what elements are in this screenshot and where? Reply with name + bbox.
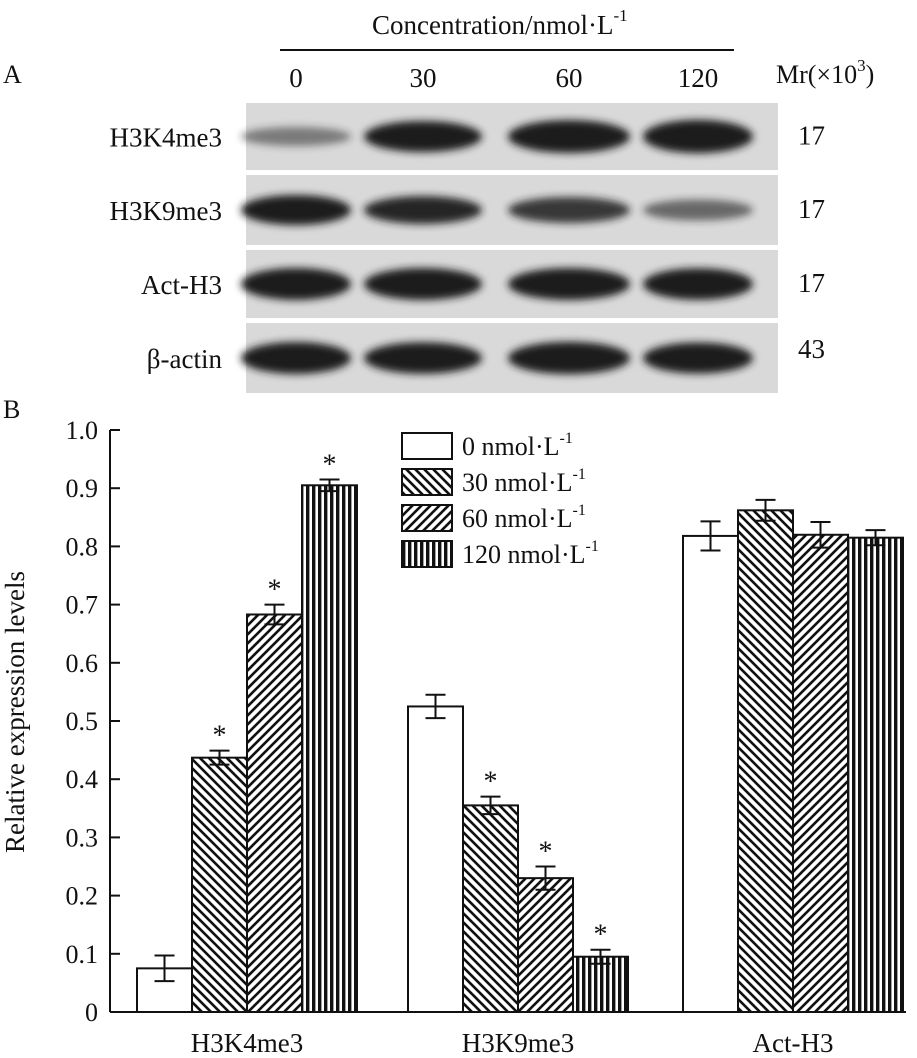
- blot-name--actin: β-actin: [147, 344, 223, 374]
- blot-name-act-h3: Act-H3: [141, 270, 222, 300]
- bar-act-h3-series-2: [792, 533, 849, 1013]
- lane-label-60: 60: [556, 63, 583, 93]
- bar-h3k9me3-series-3: [572, 955, 629, 1014]
- lane-labels: 0 30 60 120: [289, 63, 718, 93]
- legend-swatch-2: [401, 504, 453, 532]
- blot-band-h3k4me3-lane-120: [643, 119, 753, 154]
- blot-band-h3k4me3-lane-30: [364, 121, 482, 152]
- lane-label-120: 120: [678, 63, 719, 93]
- y-tick-label: 0.8: [66, 532, 99, 561]
- panel-b-label: B: [3, 395, 20, 424]
- blot-band-h3k9me3-lane-120: [643, 199, 753, 221]
- mr-label: Mr(×103): [776, 56, 874, 89]
- legend-label-0: 0 nmol·L-1: [462, 430, 573, 461]
- blot-band-h3k4me3-lane-60: [508, 120, 630, 153]
- blot-band-h3k9me3-lane-0: [241, 195, 351, 225]
- significance-star: *: [323, 449, 337, 480]
- bar-h3k9me3-series-2: [517, 877, 574, 1014]
- x-category-label-act-h3: Act-H3: [753, 1028, 834, 1058]
- bar-act-h3-series-3: [847, 536, 904, 1013]
- bar-h3k9me3-series-1: [462, 804, 519, 1014]
- y-tick-label: 0.3: [66, 823, 99, 852]
- blot-band--actin-lane-60: [508, 341, 630, 375]
- blot-mr-h3k9me3: 17: [798, 194, 825, 224]
- legend-label-1: 30 nmol·L-1: [462, 466, 586, 497]
- legend-label-2: 60 nmol·L-1: [462, 502, 586, 533]
- bar-h3k4me3-series-1: [191, 756, 248, 1014]
- blot-band--actin-lane-0: [241, 342, 351, 374]
- y-tick-label: 0: [85, 998, 98, 1027]
- blot-name-h3k9me3: H3K9me3: [110, 196, 222, 226]
- bar-chart: 0 0.1 0.2 0.3 0.4 0.5 0.6 0.7 0.8 0.9 1.0 * * * * * * H3K…: [66, 416, 906, 1058]
- blot-band-h3k9me3-lane-30: [364, 196, 482, 224]
- y-tick-label: 0.1: [66, 940, 99, 969]
- blot-name-h3k4me3: H3K4me3: [110, 123, 222, 153]
- blot-band-act-h3-lane-60: [508, 268, 630, 300]
- legend-swatch-3: [401, 540, 453, 568]
- blot-band--actin-lane-120: [643, 342, 753, 374]
- bar-act-h3-series-0: [682, 534, 739, 1013]
- blot-mr--actin: 43: [798, 334, 825, 364]
- lane-label-0: 0: [289, 63, 303, 93]
- blot-band-h3k4me3-lane-0: [241, 127, 351, 146]
- x-category-label-h3k9me3: H3K9me3: [462, 1028, 574, 1058]
- y-tick-label: 0.5: [66, 707, 99, 736]
- significance-star: *: [594, 920, 608, 951]
- y-tick-label: 0.4: [66, 765, 99, 794]
- legend-label-3: 120 nmol·L-1: [462, 538, 599, 569]
- western-blots: H3K4me3 17 H3K9me3 17 Act-H3 17 β-actin 43: [110, 103, 825, 393]
- lane-label-30: 30: [410, 63, 437, 93]
- bar-h3k4me3-series-3: [301, 484, 358, 1014]
- y-tick-label: 0.7: [66, 591, 99, 620]
- y-tick-label: 0.9: [66, 474, 99, 503]
- y-tick-label: 0.2: [66, 882, 99, 911]
- panel-a-label: A: [3, 60, 22, 89]
- panel-b: B Relative expression levels 00.10.20.30…: [0, 395, 906, 1058]
- y-tick-label: 1.0: [66, 416, 99, 445]
- significance-star: *: [213, 721, 227, 752]
- bar-h3k9me3-series-0: [407, 705, 464, 1013]
- bar-h3k4me3-series-2: [246, 613, 303, 1014]
- blot-band-h3k9me3-lane-60: [508, 197, 630, 223]
- significance-star: *: [484, 767, 498, 798]
- significance-star: *: [268, 575, 282, 606]
- blot-band-act-h3-lane-0: [241, 268, 351, 300]
- blot-band--actin-lane-30: [364, 342, 482, 374]
- y-tick-label: 0.6: [66, 649, 99, 678]
- bar-act-h3-series-1: [737, 509, 794, 1013]
- blot-mr-act-h3: 17: [798, 268, 825, 298]
- legend-swatch-0: [401, 432, 453, 460]
- y-axis-label: Relative expression levels: [0, 571, 30, 853]
- chart-legend: 0 nmol·L-1 30 nmol·L-1 60 nmol·L-1 120 nmol…: [401, 430, 599, 569]
- panel-a: A Concentration/nmol·L-1 0 30 60 120 Mr(…: [3, 6, 874, 393]
- blot-band-act-h3-lane-30: [364, 268, 482, 300]
- concentration-title: Concentration/nmol·L-1: [372, 6, 628, 40]
- significance-star: *: [539, 837, 553, 868]
- legend-swatch-1: [401, 468, 453, 496]
- blot-band-act-h3-lane-120: [643, 268, 753, 300]
- blot-mr-h3k4me3: 17: [798, 121, 825, 151]
- x-category-label-h3k4me3: H3K4me3: [191, 1028, 303, 1058]
